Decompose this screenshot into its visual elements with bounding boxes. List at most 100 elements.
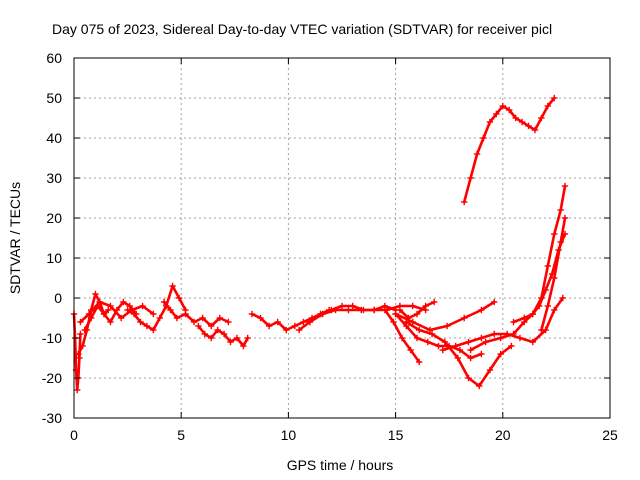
data-point bbox=[190, 318, 198, 326]
data-point bbox=[413, 310, 421, 318]
series-arc-mid-4 bbox=[248, 306, 333, 334]
data-point bbox=[559, 294, 567, 302]
data-point bbox=[493, 110, 500, 118]
data-point bbox=[525, 122, 532, 130]
data-point bbox=[452, 342, 459, 350]
data-point bbox=[538, 294, 545, 302]
x-tick-label: 20 bbox=[495, 427, 511, 443]
x-tick-label: 25 bbox=[602, 427, 618, 443]
data-point bbox=[240, 342, 247, 350]
data-point bbox=[390, 318, 397, 326]
data-point bbox=[551, 306, 558, 314]
series-arc-high bbox=[461, 94, 558, 206]
data-point bbox=[482, 338, 489, 346]
y-tick-label: -30 bbox=[42, 410, 62, 426]
data-point bbox=[506, 106, 513, 114]
data-point bbox=[248, 310, 256, 318]
series-arc-early-3 bbox=[77, 298, 157, 326]
data-point bbox=[338, 302, 346, 310]
data-point bbox=[478, 350, 485, 358]
data-point bbox=[476, 382, 483, 390]
data-point bbox=[461, 198, 468, 206]
series-line bbox=[250, 308, 331, 332]
data-point bbox=[173, 314, 181, 322]
data-point bbox=[291, 322, 299, 330]
data-point bbox=[422, 302, 429, 310]
data-point bbox=[430, 298, 438, 306]
data-point bbox=[529, 338, 537, 346]
data-point bbox=[167, 306, 174, 314]
data-point bbox=[143, 322, 151, 330]
data-point bbox=[491, 298, 498, 306]
data-point bbox=[465, 374, 472, 382]
data-point bbox=[227, 338, 234, 346]
data-point bbox=[518, 118, 526, 126]
data-point bbox=[75, 350, 82, 358]
series-arc-late-8 bbox=[510, 182, 569, 326]
data-point bbox=[396, 306, 404, 314]
data-point bbox=[398, 334, 406, 342]
data-point bbox=[120, 298, 127, 306]
data-point bbox=[521, 314, 528, 322]
data-point bbox=[467, 174, 474, 182]
data-point bbox=[257, 314, 264, 322]
x-tick-label: 10 bbox=[281, 427, 297, 443]
data-point bbox=[561, 182, 569, 190]
x-tick-label: 5 bbox=[177, 427, 185, 443]
data-point bbox=[497, 334, 504, 342]
data-point bbox=[544, 102, 552, 110]
y-tick-label: 0 bbox=[54, 290, 62, 306]
data-point bbox=[508, 342, 515, 350]
data-point bbox=[76, 354, 83, 362]
data-point bbox=[300, 318, 307, 326]
chart-title: Day 075 of 2023, Sidereal Day-to-day VTE… bbox=[52, 21, 552, 37]
y-axis-title: SDTVAR / TECUs bbox=[7, 182, 23, 294]
grid-lines bbox=[74, 58, 610, 418]
x-tick-label: 15 bbox=[388, 427, 404, 443]
data-point bbox=[77, 318, 84, 326]
data-point bbox=[77, 330, 84, 338]
data-point bbox=[199, 314, 206, 322]
x-tick-label: 0 bbox=[70, 427, 78, 443]
data-point bbox=[529, 310, 537, 318]
series-line bbox=[308, 304, 427, 324]
series-arc-mid-3 bbox=[195, 322, 251, 350]
data-point bbox=[516, 334, 524, 342]
data-point bbox=[426, 326, 434, 334]
data-point bbox=[465, 338, 472, 346]
data-point bbox=[295, 326, 303, 334]
data-point bbox=[381, 306, 389, 314]
data-point bbox=[486, 366, 494, 374]
series-arc-late-9 bbox=[538, 214, 569, 334]
series-arc-late-3 bbox=[403, 318, 515, 390]
y-tick-label: 20 bbox=[46, 210, 62, 226]
data-point bbox=[480, 134, 487, 142]
y-tick-label: -10 bbox=[42, 330, 62, 346]
x-axis-title: GPS time / hours bbox=[287, 457, 394, 473]
data-point bbox=[225, 318, 232, 326]
data-point bbox=[233, 334, 241, 342]
data-point bbox=[208, 334, 215, 342]
data-point bbox=[358, 306, 365, 314]
series-line bbox=[197, 324, 249, 348]
data-point bbox=[551, 230, 558, 238]
plot-frame bbox=[73, 57, 611, 419]
data-point bbox=[467, 346, 474, 354]
data-point bbox=[561, 214, 569, 222]
data-point bbox=[201, 330, 208, 338]
y-tick-label: -20 bbox=[42, 370, 62, 386]
data-point bbox=[74, 386, 81, 394]
data-point bbox=[265, 322, 273, 330]
data-point bbox=[306, 318, 314, 326]
data-point bbox=[156, 314, 163, 322]
data-point bbox=[349, 302, 356, 310]
data-point bbox=[415, 326, 423, 334]
data-point bbox=[491, 330, 498, 338]
data-point bbox=[107, 302, 114, 310]
data-point bbox=[208, 322, 215, 330]
series-line bbox=[462, 96, 556, 204]
series-arc-late-7 bbox=[467, 230, 569, 354]
data-point bbox=[175, 294, 183, 302]
data-point bbox=[467, 354, 474, 362]
